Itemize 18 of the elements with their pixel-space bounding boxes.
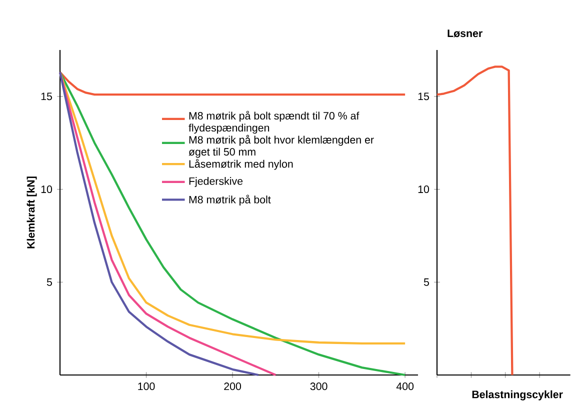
y-tick-label: 5: [46, 278, 52, 286]
legend-label: M8 møtrik på bolt hvor klemlængden er øget til 50 mm: [188, 134, 374, 158]
legend-label: M8 møtrik på bolt: [189, 194, 271, 206]
y-tick-label: 10: [418, 186, 430, 194]
legend-label: Låsemøtrik med nylon: [189, 158, 293, 170]
x-tick-label: 400: [396, 382, 414, 390]
y-tick-label: 15: [418, 92, 429, 100]
x-tick-label: 100: [138, 382, 155, 390]
chart-title: Løsner: [448, 30, 482, 38]
y-tick-label: 10: [41, 186, 52, 194]
legend-label: M8 møtrik på bolt spændt til 70 % af flydespændingen: [188, 110, 360, 134]
x-tick-label: 300: [310, 382, 328, 390]
y-axis-title: Klemkraft [kN]: [26, 176, 37, 248]
legend-label: Fjederskive: [189, 177, 243, 188]
y-tick-label: 15: [41, 92, 52, 100]
x-tick-label: 200: [224, 382, 242, 390]
x-axis-title: Belastningscykler: [472, 390, 563, 400]
y-tick-label: 5: [424, 278, 429, 286]
